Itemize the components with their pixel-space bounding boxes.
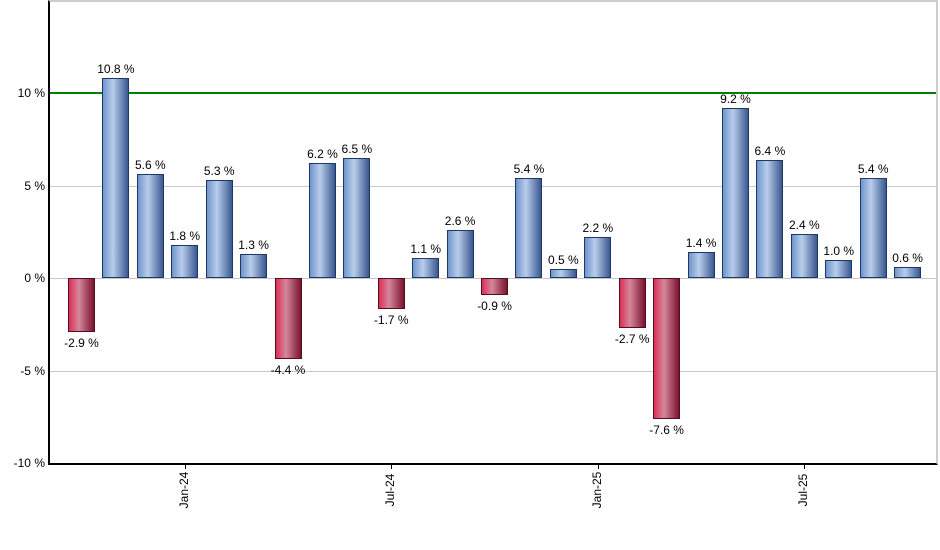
bar-positive — [859, 178, 887, 278]
x-tick-label: Jul-24 — [383, 473, 398, 507]
bar-value-label: -2.9 % — [64, 335, 99, 350]
y-tick-label: -5 % — [20, 363, 45, 378]
bar-value-label: 5.4 % — [857, 162, 889, 177]
bar-negative — [481, 278, 509, 295]
bar-value-label: 1.3 % — [238, 237, 269, 252]
bar-negative — [653, 278, 681, 419]
bar-value-label: -4.4 % — [270, 363, 306, 378]
bar-value-label: -1.7 % — [373, 313, 409, 328]
x-tick-label: Jan-25 — [589, 471, 604, 509]
bar-value-label: 0.6 % — [892, 250, 923, 265]
y-tick-label: 0 % — [24, 271, 45, 285]
bar-positive — [412, 257, 440, 278]
x-tick-label: Jul-25 — [796, 473, 811, 507]
bar-value-label: 1.0 % — [823, 243, 855, 258]
bar-value-label: 10.8 % — [97, 62, 135, 77]
bar-value-label: 5.6 % — [134, 158, 166, 173]
bar-positive — [790, 233, 818, 278]
bar-positive — [240, 253, 268, 278]
bar-positive — [549, 268, 577, 278]
gridline — [50, 185, 936, 187]
bar-value-label: 6.4 % — [754, 143, 786, 158]
bar-positive — [825, 259, 853, 278]
bar-value-label: 1.1 % — [410, 241, 442, 256]
bar-negative — [68, 278, 95, 332]
bar-positive — [894, 266, 922, 278]
bar-positive — [205, 179, 233, 278]
bar-positive — [102, 78, 130, 278]
bar-value-label: -0.9 % — [477, 298, 512, 313]
gridline — [50, 370, 936, 372]
bar-positive — [171, 244, 199, 278]
bar-value-label: 9.2 % — [720, 91, 751, 106]
bar-positive — [687, 252, 715, 278]
bar-value-label: 5.3 % — [203, 163, 235, 178]
bar-value-label: -2.7 % — [614, 331, 650, 346]
bar-value-label: 2.2 % — [582, 221, 614, 236]
x-tick-label: Jan-24 — [176, 471, 191, 509]
bar-value-label: 0.5 % — [548, 252, 579, 267]
bar-negative — [618, 278, 646, 328]
y-tick-label: 10 % — [17, 86, 45, 100]
bar-value-label: 5.4 % — [513, 162, 545, 177]
bar-negative — [377, 278, 405, 310]
bar-positive — [756, 159, 784, 278]
bar-value-label: 1.4 % — [685, 236, 717, 251]
bar-positive — [343, 157, 371, 278]
bar-value-label: -7.6 % — [649, 422, 684, 437]
bar-positive — [515, 178, 543, 278]
reference-line-10pct — [50, 92, 936, 94]
bar-value-label: 2.4 % — [788, 217, 820, 232]
bar-value-label: 6.2 % — [307, 147, 338, 162]
y-tick-label: 5 % — [24, 178, 45, 193]
bar-positive — [721, 107, 749, 278]
bar-positive — [136, 174, 164, 278]
bar-negative — [274, 278, 302, 360]
bar-positive — [308, 163, 336, 278]
bar-positive — [584, 237, 612, 278]
y-tick-label: -10 % — [13, 456, 45, 470]
bar-positive — [446, 229, 474, 278]
bar-value-label: 2.6 % — [444, 213, 476, 228]
plot-area: -2.9 % 10.8 % 5.6 % 1.8 % 5.3 % 1.3 % -4.4 % 6.… — [48, 0, 938, 465]
bar-value-label: 1.8 % — [169, 228, 201, 243]
bar-value-label: 6.5 % — [341, 141, 373, 156]
